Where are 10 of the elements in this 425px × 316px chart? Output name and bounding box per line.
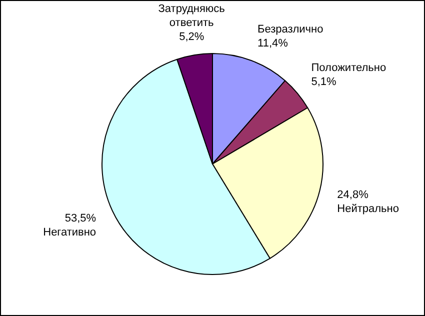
slice-label: Затрудняюсь ответить [158, 3, 226, 30]
slice-label: Положительно [311, 62, 386, 74]
data-label: 53,5% [64, 212, 96, 224]
data-label: 5,1% [311, 76, 337, 88]
data-label: 5,2% [179, 31, 204, 44]
data-label: 11,4% [258, 38, 288, 50]
slice-label: Негативно [43, 226, 96, 238]
slice-label: Безразлично [258, 24, 324, 36]
slice-label: Нейтрально [337, 203, 399, 216]
data-label: 24,8% [337, 189, 369, 202]
